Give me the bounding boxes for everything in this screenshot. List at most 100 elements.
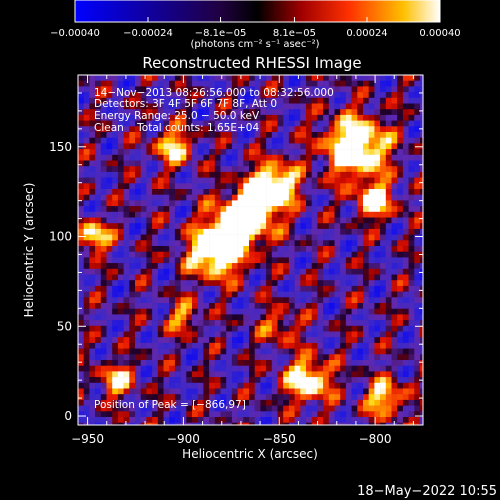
heatmap-cell xyxy=(135,206,141,213)
heatmap-cell xyxy=(157,320,164,327)
heatmap-cell xyxy=(152,371,159,378)
heatmap-cell xyxy=(192,240,198,247)
heatmap-cell xyxy=(163,200,170,207)
heatmap-cell xyxy=(368,126,375,133)
heatmap-cell xyxy=(351,126,358,133)
heatmap-cell xyxy=(288,92,295,99)
heatmap-cell xyxy=(209,360,216,366)
heatmap-cell xyxy=(374,132,381,138)
heatmap-cell xyxy=(140,189,147,195)
heatmap-cell xyxy=(129,320,136,327)
heatmap-cell xyxy=(112,132,119,138)
heatmap-cell xyxy=(351,75,358,81)
heatmap-cell xyxy=(209,183,216,190)
heatmap-cell xyxy=(83,228,90,235)
heatmap-cell xyxy=(374,263,381,270)
heatmap-cell xyxy=(363,422,369,425)
heatmap-cell xyxy=(340,80,347,87)
heatmap-cell xyxy=(420,371,423,378)
heatmap-cell xyxy=(135,234,141,241)
heatmap-cell xyxy=(203,268,210,275)
heatmap-cell xyxy=(249,149,255,156)
heatmap-cell xyxy=(106,92,113,99)
heatmap-cell xyxy=(340,399,347,406)
heatmap-cell xyxy=(340,251,347,258)
heatmap-cell xyxy=(266,377,273,384)
heatmap-cell xyxy=(89,92,96,99)
heatmap-cell xyxy=(294,223,301,230)
heatmap-cell xyxy=(311,417,318,423)
heatmap-cell xyxy=(152,303,159,309)
heatmap-cell xyxy=(83,291,90,298)
heatmap-cell xyxy=(380,365,387,372)
heatmap-cell xyxy=(254,92,261,99)
heatmap-cell xyxy=(123,348,130,355)
heatmap-cell xyxy=(397,97,404,104)
heatmap-cell xyxy=(294,280,301,287)
heatmap-cell xyxy=(163,251,170,258)
heatmap-cell xyxy=(317,80,324,87)
heatmap-cell xyxy=(192,177,198,184)
heatmap-cell xyxy=(357,75,364,81)
heatmap-cell xyxy=(345,388,352,395)
heatmap-cell xyxy=(323,109,330,116)
heatmap-cell xyxy=(180,246,187,252)
heatmap-cell xyxy=(112,377,119,384)
heatmap-cell xyxy=(351,331,358,338)
heatmap-cell xyxy=(186,268,193,275)
heatmap-cell xyxy=(89,149,96,156)
heatmap-cell xyxy=(340,371,347,378)
heatmap-cell xyxy=(180,228,187,235)
heatmap-cell xyxy=(95,365,102,372)
heatmap-cell xyxy=(249,251,255,258)
heatmap-cell xyxy=(277,257,284,264)
heatmap-cell xyxy=(408,360,415,366)
heatmap-cell xyxy=(123,331,130,338)
heatmap-cell xyxy=(197,382,204,389)
heatmap-cell xyxy=(266,137,273,144)
heatmap-cell xyxy=(117,320,124,327)
heatmap-cell xyxy=(391,348,398,355)
heatmap-cell xyxy=(363,280,369,287)
heatmap-cell xyxy=(391,132,398,138)
heatmap-cell xyxy=(266,149,273,156)
heatmap-cell xyxy=(414,234,421,241)
heatmap-cell xyxy=(243,183,250,190)
heatmap-cell xyxy=(152,103,159,110)
heatmap-cell xyxy=(271,388,278,395)
heatmap-cell xyxy=(391,166,398,173)
colorbar-ticks: −0.00040 −0.00024 −8.1e−05 8.1e−05 0.00024 0.… xyxy=(50,17,461,39)
heatmap-cell xyxy=(283,314,290,321)
heatmap-cell xyxy=(408,114,415,121)
heatmap-cell xyxy=(220,320,227,327)
heatmap-cell xyxy=(414,126,421,133)
heatmap-cell xyxy=(180,342,187,349)
heatmap-cell xyxy=(306,257,312,264)
heatmap-cell xyxy=(129,143,136,150)
heatmap-cell xyxy=(414,177,421,184)
heatmap-cell xyxy=(203,257,210,264)
heatmap-cell xyxy=(402,308,409,315)
heatmap-cell xyxy=(385,97,392,104)
heatmap-cell xyxy=(129,377,136,384)
heatmap-cell xyxy=(203,177,210,184)
heatmap-cell xyxy=(231,342,238,349)
heatmap-cell xyxy=(288,143,295,150)
heatmap-cell xyxy=(328,166,335,173)
heatmap-cell xyxy=(203,234,210,241)
heatmap-cell xyxy=(100,257,107,264)
heatmap-cell xyxy=(328,320,335,327)
heatmap-cell xyxy=(174,394,181,401)
heatmap-cell xyxy=(288,177,295,184)
heatmap-cell xyxy=(414,103,421,110)
heatmap-cell xyxy=(209,166,216,173)
heatmap-cell xyxy=(220,291,227,298)
heatmap-cell xyxy=(169,166,176,173)
heatmap-cell xyxy=(397,320,404,327)
heatmap-cell xyxy=(420,240,423,247)
heatmap-cell xyxy=(169,394,176,401)
heatmap-cell xyxy=(271,109,278,116)
heatmap-cell xyxy=(220,120,227,127)
heatmap-cell xyxy=(368,365,375,372)
heatmap-cell xyxy=(271,97,278,104)
